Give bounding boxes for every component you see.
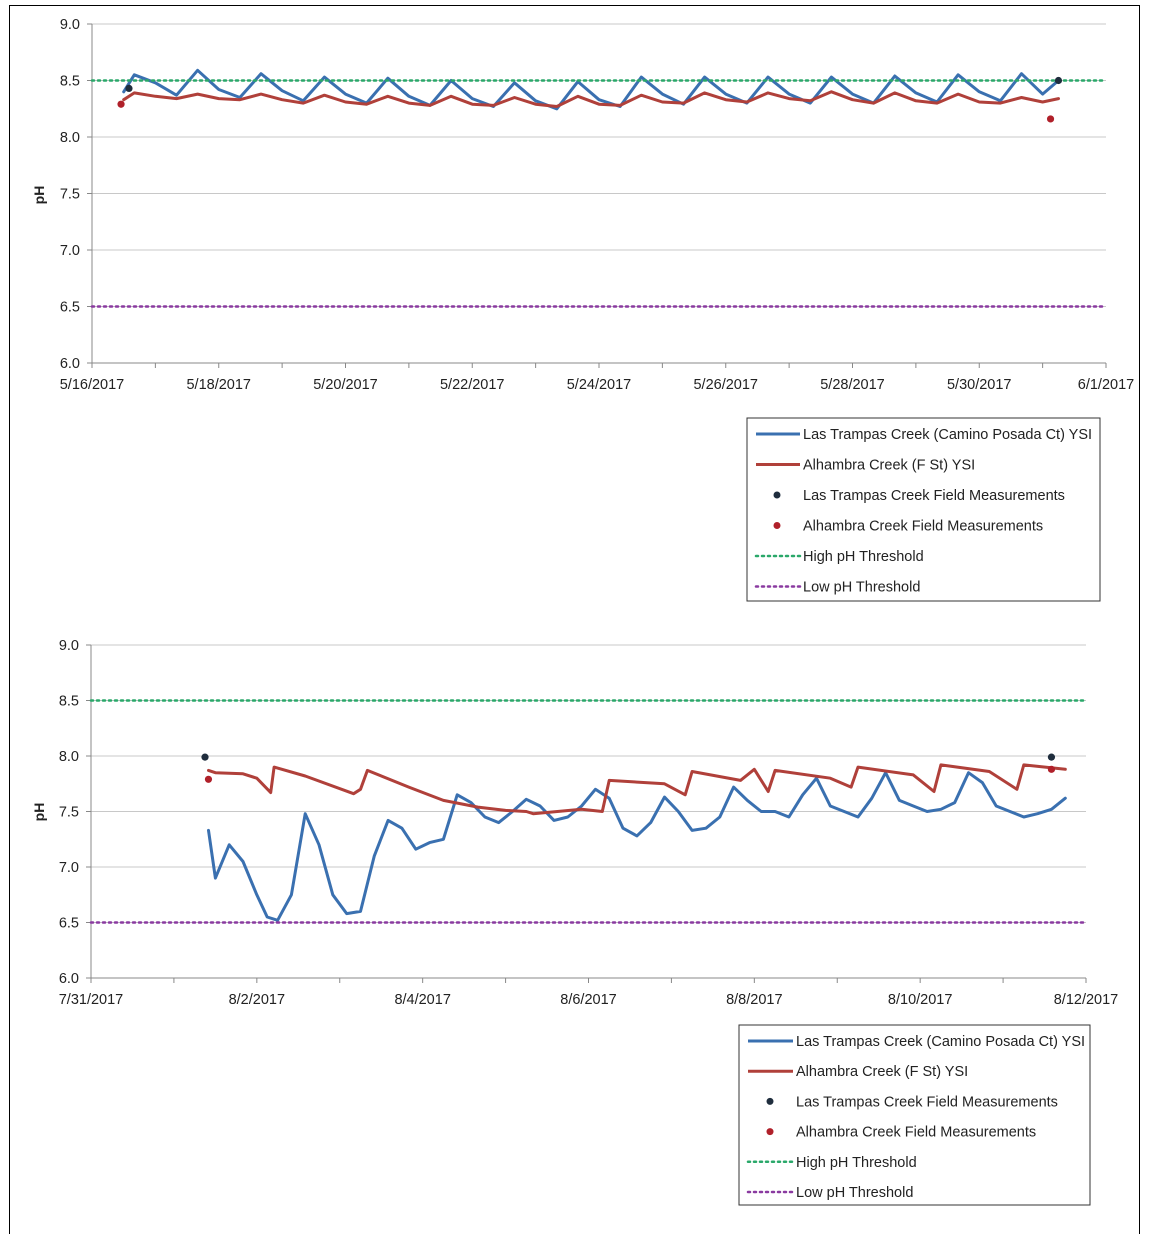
las-trampas-field-point <box>1054 76 1063 85</box>
y-tick-label: 6.0 <box>59 971 79 987</box>
y-axis-label: pH <box>31 186 47 205</box>
x-tick-label: 5/24/2017 <box>567 377 632 393</box>
y-tick-label: 8.5 <box>60 74 80 90</box>
x-tick-label: 5/30/2017 <box>947 377 1012 393</box>
legend-label: Low pH Threshold <box>803 580 920 596</box>
legend-label: Alhambra Creek Field Measurements <box>796 1125 1036 1141</box>
x-tick-label: 8/8/2017 <box>726 992 782 1008</box>
legend-dot-swatch <box>766 1128 774 1136</box>
x-tick-label: 6/1/2017 <box>1078 377 1134 393</box>
legend-label: High pH Threshold <box>803 549 924 565</box>
y-tick-label: 7.5 <box>60 187 80 203</box>
x-tick-label: 8/12/2017 <box>1054 992 1119 1008</box>
las-trampas-ysi-series <box>207 771 1067 922</box>
x-tick-label: 5/16/2017 <box>60 377 125 393</box>
legend-label: Alhambra Creek Field Measurements <box>803 519 1043 535</box>
y-tick-label: 9.0 <box>60 17 80 33</box>
legend-label: Las Trampas Creek (Camino Posada Ct) YSI <box>796 1034 1085 1050</box>
y-tick-label: 6.0 <box>60 356 80 372</box>
legend-box <box>738 1024 1091 1206</box>
x-tick-label: 5/18/2017 <box>186 377 251 393</box>
y-tick-label: 8.5 <box>59 694 79 710</box>
y-axis-label: pH <box>31 803 47 822</box>
y-tick-label: 7.0 <box>60 243 80 259</box>
legend-dot-swatch <box>773 491 781 499</box>
x-tick-label: 8/10/2017 <box>888 992 953 1008</box>
legend-label: Alhambra Creek (F St) YSI <box>803 458 975 474</box>
x-tick-label: 5/28/2017 <box>820 377 885 393</box>
alhambra-field-point <box>117 100 125 108</box>
las-trampas-ysi-series <box>122 68 1060 111</box>
figure-frame <box>9 5 1140 1234</box>
y-tick-label: 9.0 <box>59 638 79 654</box>
chart-august: 6.0 6.5 7.0 7.5 8.0 8.5 9.0 7/31/2017 8/2/2017 8/… <box>31 638 1119 1206</box>
legend-label: Las Trampas Creek (Camino Posada Ct) YSI <box>803 427 1092 443</box>
x-tick-label: 8/6/2017 <box>560 992 616 1008</box>
alhambra-ysi-series <box>122 90 1060 108</box>
alhambra-field-point <box>1047 765 1056 773</box>
alhambra-ysi-series <box>207 763 1067 816</box>
legend-label: Low pH Threshold <box>796 1185 913 1201</box>
legend-label: High pH Threshold <box>796 1155 917 1171</box>
x-tick-label: 8/2/2017 <box>229 992 285 1008</box>
y-tick-label: 6.5 <box>60 300 80 316</box>
x-tick-label: 5/22/2017 <box>440 377 505 393</box>
legend-dot-swatch <box>766 1097 774 1105</box>
legend-box <box>746 417 1101 602</box>
legend-label: Las Trampas Creek Field Measurements <box>803 488 1065 504</box>
y-tick-label: 7.0 <box>59 860 79 876</box>
y-tick-label: 8.0 <box>59 749 79 765</box>
las-trampas-field-point <box>201 753 209 761</box>
las-trampas-field-point <box>125 84 133 93</box>
x-tick-label: 8/4/2017 <box>394 992 450 1008</box>
x-tick-label: 5/26/2017 <box>693 377 758 393</box>
legend-dot-swatch <box>773 522 781 529</box>
alhambra-field-point <box>1046 115 1055 123</box>
x-tick-label: 7/31/2017 <box>59 992 124 1008</box>
chart-may: 6.0 6.5 7.0 7.5 8.0 8.5 9.0 5/16/2017 5/18/2017 5… <box>31 17 1134 602</box>
legend-label: Alhambra Creek (F St) YSI <box>796 1064 968 1080</box>
alhambra-field-point <box>204 775 213 783</box>
y-tick-label: 7.5 <box>59 805 79 821</box>
las-trampas-field-point <box>1047 753 1056 761</box>
y-tick-label: 8.0 <box>60 130 80 146</box>
y-tick-label: 6.5 <box>59 916 79 932</box>
x-tick-label: 5/20/2017 <box>313 377 378 393</box>
legend-label: Las Trampas Creek Field Measurements <box>796 1094 1058 1110</box>
